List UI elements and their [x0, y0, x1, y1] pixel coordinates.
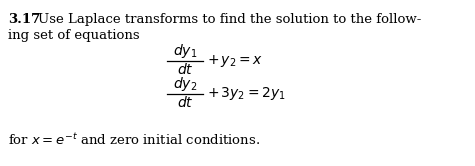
Text: $+\, 3y_2 = 2y_1$: $+\, 3y_2 = 2y_1$ — [207, 85, 286, 102]
Text: for $x = e^{-t}$ and zero initial conditions.: for $x = e^{-t}$ and zero initial condit… — [8, 132, 260, 148]
Text: $dt$: $dt$ — [177, 95, 193, 110]
Text: $+\, y_2 = x$: $+\, y_2 = x$ — [207, 53, 263, 69]
Text: Use Laplace transforms to find the solution to the follow-: Use Laplace transforms to find the solut… — [38, 13, 421, 26]
Text: $dy_2$: $dy_2$ — [173, 75, 197, 93]
Text: ing set of equations: ing set of equations — [8, 29, 140, 42]
Text: $dy_1$: $dy_1$ — [173, 42, 197, 60]
Text: 3.17: 3.17 — [8, 13, 40, 26]
Text: $dt$: $dt$ — [177, 62, 193, 77]
